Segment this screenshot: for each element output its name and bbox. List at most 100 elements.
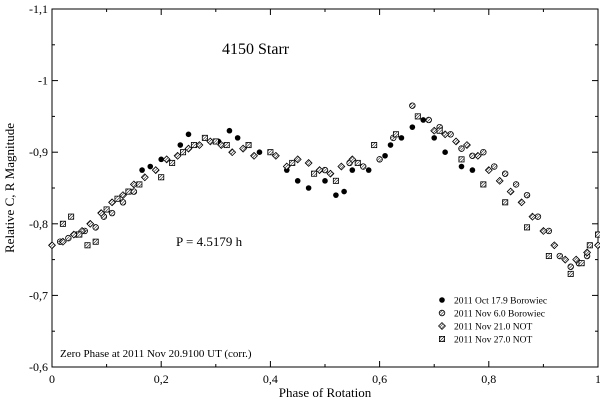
data-point (305, 185, 312, 191)
data-point (158, 174, 165, 181)
data-point (173, 151, 182, 160)
data-points (48, 102, 600, 277)
zero-phase-annotation: Zero Phase at 2011 Nov 20.9100 UT (corr.… (60, 348, 252, 360)
data-point (108, 209, 116, 217)
data-point (506, 187, 515, 196)
x-axis-ticks: 0 0,2 0,4 0,6 0,8 1 (49, 9, 600, 386)
data-point (341, 188, 347, 195)
x-tick-label: 1 (595, 372, 600, 386)
data-point (190, 142, 197, 149)
data-point (119, 191, 127, 200)
data-point (387, 142, 394, 148)
data-point (125, 188, 132, 195)
data-point (97, 209, 106, 218)
data-point (151, 166, 160, 175)
data-point (524, 224, 531, 231)
data-point (76, 231, 83, 238)
data-point (376, 156, 383, 163)
data-point (223, 142, 230, 149)
data-point (567, 263, 574, 270)
data-point (425, 116, 432, 124)
data-point (473, 151, 482, 160)
data-point (293, 155, 302, 164)
data-point (68, 213, 75, 220)
data-point (289, 159, 296, 166)
data-point (201, 134, 208, 141)
data-point (195, 141, 204, 150)
data-point (136, 181, 143, 188)
data-point (354, 159, 361, 166)
legend-label: 2011 Nov 6.0 Borowiec (454, 310, 545, 320)
y-tick-label: -0,8 (29, 217, 48, 231)
data-point (271, 151, 280, 160)
y-tick-label: -0,6 (29, 360, 48, 374)
data-point (578, 260, 585, 267)
series-3 (48, 126, 600, 264)
data-point (495, 176, 504, 185)
data-point (267, 149, 274, 156)
data-point (206, 137, 215, 146)
y-tick-label: -0,7 (29, 288, 48, 302)
data-point (517, 198, 526, 207)
data-point (48, 241, 56, 250)
data-point (256, 149, 263, 155)
legend-label: 2011 Nov 21.0 NOT (454, 323, 532, 333)
data-point (583, 248, 592, 257)
data-point (108, 198, 117, 207)
data-point (414, 113, 421, 120)
data-point (398, 135, 405, 141)
data-point (595, 231, 600, 238)
y-axis-label: Relative C, R Magnitude (2, 123, 17, 253)
data-point (409, 102, 416, 109)
data-point (326, 169, 335, 178)
series-1 (139, 117, 476, 198)
data-point (528, 212, 537, 221)
x-tick-label: 0,2 (154, 372, 169, 386)
data-point (491, 163, 498, 170)
data-point (140, 173, 149, 182)
data-point (114, 195, 121, 202)
legend-marker (438, 335, 445, 342)
x-tick-label: 0 (49, 372, 55, 386)
legend: 2011 Oct 17.9 Borowiec 2011 Nov 6.0 Borow… (438, 297, 547, 346)
data-point (441, 130, 450, 139)
data-point (348, 155, 357, 164)
data-point (512, 181, 520, 188)
data-point (304, 158, 313, 167)
data-point (147, 163, 154, 170)
data-point (86, 219, 95, 228)
data-point (59, 220, 66, 227)
data-point (594, 241, 600, 250)
data-point (180, 149, 187, 156)
data-point (226, 127, 233, 134)
data-point (239, 144, 248, 153)
data-point (212, 138, 219, 145)
legend-marker (438, 322, 446, 330)
data-point (545, 253, 552, 260)
data-point (480, 148, 487, 156)
data-point (392, 131, 399, 138)
legend-marker (439, 297, 445, 303)
data-point (162, 155, 171, 164)
data-point (92, 238, 99, 245)
legend-marker (438, 309, 446, 317)
data-point (58, 237, 67, 246)
data-point (382, 152, 388, 159)
data-point (484, 166, 493, 175)
data-point (480, 181, 487, 188)
data-point (550, 241, 559, 250)
chart-title: 4150 Starr (222, 41, 290, 58)
data-point (458, 163, 465, 170)
data-point (567, 270, 574, 277)
data-point (430, 126, 439, 135)
data-point (442, 149, 448, 155)
series-4 (59, 113, 600, 277)
x-tick-label: 0,4 (263, 372, 278, 386)
data-point (130, 188, 138, 195)
data-point (139, 167, 145, 173)
period-annotation: P = 4.5179 h (176, 234, 243, 249)
data-point (409, 124, 416, 130)
data-point (458, 145, 465, 152)
x-tick-label: 0,8 (481, 372, 496, 386)
y-tick-label: -0,9 (29, 145, 48, 159)
